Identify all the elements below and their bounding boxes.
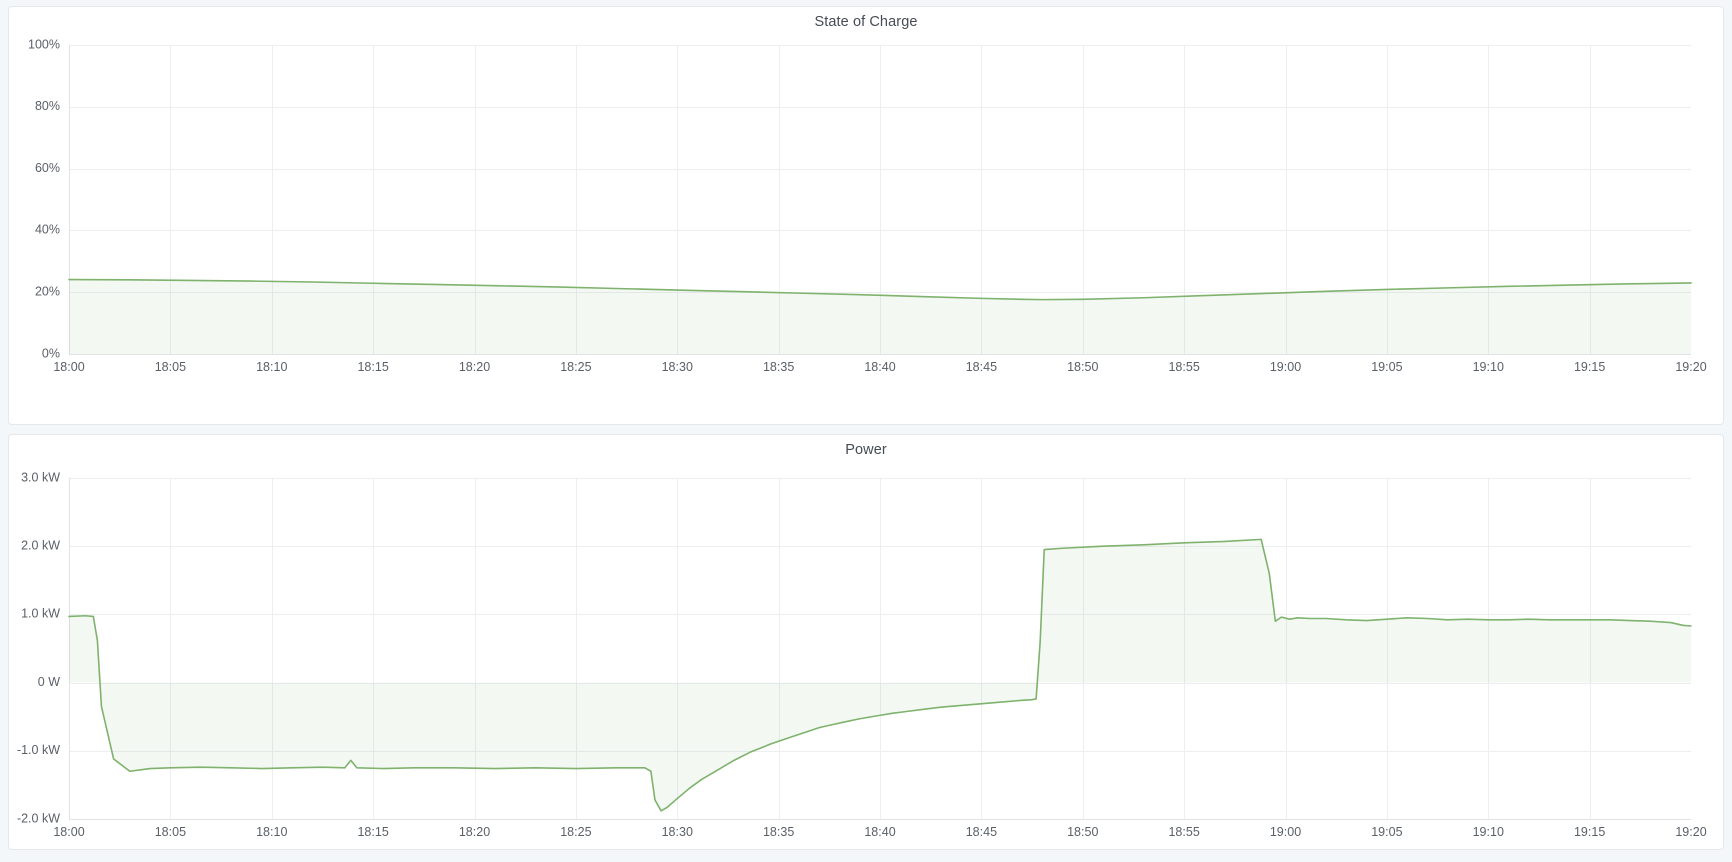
panel-state-of-charge: State of Charge 0% 20% 40% 60% 80% 100% 18:00 1…	[8, 6, 1724, 425]
y-axis-tick-label: 80%	[35, 99, 60, 113]
x-axis-tick-label: 19:00	[1270, 825, 1301, 839]
x-axis-tick-label: 18:45	[966, 825, 997, 839]
x-axis-tick-label: 19:20	[1675, 825, 1706, 839]
x-axis-tick-label: 18:10	[256, 360, 287, 374]
y-axis-tick-label: 60%	[35, 161, 60, 175]
chart-state-of-charge: 0% 20% 40% 60% 80% 100% 18:00 18:05 18:10 18:15 18…	[9, 7, 1723, 424]
soc-chart-svg[interactable]: 0% 20% 40% 60% 80% 100% 18:00 18:05 18:10 18:15 18…	[9, 7, 1724, 424]
y-axis-tick-label: 20%	[35, 284, 60, 298]
y-axis-tick-label: 100%	[28, 37, 60, 51]
x-axis-tick-label: 18:35	[763, 360, 794, 374]
x-axis-tick-label: 19:05	[1371, 825, 1402, 839]
x-axis-tick-label: 19:10	[1473, 825, 1504, 839]
x-axis-tick-label: 18:15	[357, 825, 388, 839]
x-axis-tick-label: 18:15	[357, 360, 388, 374]
x-axis-tick-label: 19:05	[1371, 360, 1402, 374]
x-axis-tick-label: 18:35	[763, 825, 794, 839]
x-axis-tick-label: 18:00	[53, 360, 84, 374]
y-axis-tick-label: 1.0 kW	[21, 607, 60, 621]
chart-power: -2.0 kW -1.0 kW 0 W 1.0 kW 2.0 kW 3.0 kW 18:00…	[9, 435, 1723, 849]
y-axis-tick-label: -1.0 kW	[17, 743, 60, 757]
x-axis-tick-label: 19:10	[1473, 360, 1504, 374]
series-area-power	[69, 539, 1691, 811]
y-axis-tick-label: 0%	[42, 346, 60, 360]
x-axis-tick-label: 18:20	[459, 825, 490, 839]
y-axis-tick-label: 2.0 kW	[21, 538, 60, 552]
x-axis-tick-label: 18:00	[53, 825, 84, 839]
x-axis-tick-label: 18:20	[459, 360, 490, 374]
x-axis-tick-label: 18:40	[864, 825, 895, 839]
x-axis-tick-label: 18:25	[560, 360, 591, 374]
x-axis-tick-label: 19:20	[1675, 360, 1706, 374]
x-axis-tick-label: 19:00	[1270, 360, 1301, 374]
x-axis-tick-label: 18:05	[155, 360, 186, 374]
x-axis-tick-label: 18:05	[155, 825, 186, 839]
x-axis-tick-label: 18:50	[1067, 825, 1098, 839]
panel-title-power: Power	[845, 442, 887, 458]
y-axis-tick-label: 0 W	[38, 675, 60, 689]
x-axis-tick-label: 19:15	[1574, 825, 1605, 839]
x-axis-tick-label: 18:45	[966, 360, 997, 374]
x-axis-tick-label: 18:30	[662, 825, 693, 839]
series-line-power	[68, 538, 1692, 812]
y-axis-tick-label: -2.0 kW	[17, 811, 60, 825]
x-axis-tick-label: 18:55	[1168, 360, 1199, 374]
series-area-state-of-charge	[69, 279, 1691, 354]
y-axis-tick-label: 3.0 kW	[21, 470, 60, 484]
series-line-state-of-charge	[68, 278, 1692, 301]
x-axis-tick-label: 18:10	[256, 825, 287, 839]
power-chart-svg[interactable]: -2.0 kW -1.0 kW 0 W 1.0 kW 2.0 kW 3.0 kW 18:00…	[9, 435, 1724, 849]
x-axis-tick-label: 18:40	[864, 360, 895, 374]
panel-power: Power -2.0 kW -1.0 kW 0 W 1.0 kW 2.0 kW 3.0 k…	[8, 434, 1724, 850]
x-axis-tick-label: 18:50	[1067, 360, 1098, 374]
x-axis-tick-label: 18:55	[1168, 825, 1199, 839]
x-axis-tick-label: 18:30	[662, 360, 693, 374]
x-axis-tick-label: 18:25	[560, 825, 591, 839]
panel-title-state-of-charge: State of Charge	[814, 14, 918, 30]
x-axis-tick-label: 19:15	[1574, 360, 1605, 374]
y-axis-tick-label: 40%	[35, 223, 60, 237]
